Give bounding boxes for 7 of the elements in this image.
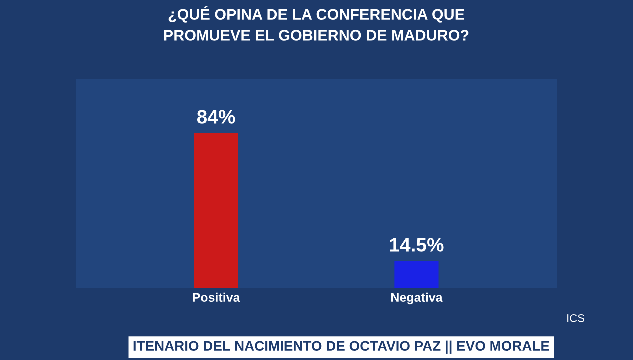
x-tick-label: Negativa xyxy=(392,292,443,305)
x-tick-label: Positiva xyxy=(193,292,240,302)
data-label: 14.5% xyxy=(390,238,444,252)
data-label: 84% xyxy=(197,110,236,124)
text: ICS xyxy=(568,314,585,322)
chart-title: ¿QUÉ OPINA DE LA CONFERENCIA QUE PROMUEVE EL GOBIERNO DE MADURO? xyxy=(164,6,469,41)
text: ITENARIO DEL NACIMIENTO DE OCTAVIO PAZ || EVO MORALE xyxy=(134,340,550,354)
